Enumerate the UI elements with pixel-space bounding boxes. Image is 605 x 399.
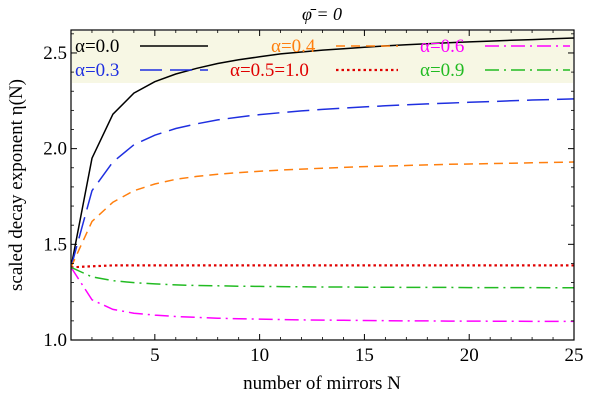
- series-line-0: [71, 37, 574, 268]
- series-line-5: [71, 266, 574, 289]
- series-line-1: [71, 98, 574, 268]
- legend-label: α=0.6: [420, 36, 464, 57]
- series-line-2: [71, 161, 574, 268]
- x-tick-label: 10: [250, 345, 269, 366]
- legend-label: α=0.9: [420, 60, 464, 81]
- x-axis-label: number of mirrors N: [243, 373, 401, 394]
- y-axis-label: scaled decay exponent η(N): [6, 79, 27, 291]
- y-tick-label: 2.5: [43, 43, 67, 64]
- series-line-3: [71, 266, 574, 323]
- legend-label: α=0.3: [75, 60, 119, 81]
- x-tick-label: 15: [355, 345, 374, 366]
- legend-label: α=0.4: [271, 36, 316, 57]
- legend-background: [72, 31, 573, 83]
- x-tick-label: 20: [460, 345, 479, 366]
- chart-title: φ̄ = 0: [302, 4, 342, 24]
- x-tick-label: 5: [150, 345, 160, 366]
- y-tick-label: 1.0: [43, 330, 67, 351]
- series-line-4: [71, 264, 574, 269]
- y-tick-label: 2.0: [43, 139, 67, 160]
- legend-label: α=0.0: [75, 36, 119, 57]
- y-tick-label: 1.5: [43, 234, 67, 255]
- x-tick-label: 25: [565, 345, 584, 366]
- legend-label: α=0.5=1.0: [230, 60, 309, 81]
